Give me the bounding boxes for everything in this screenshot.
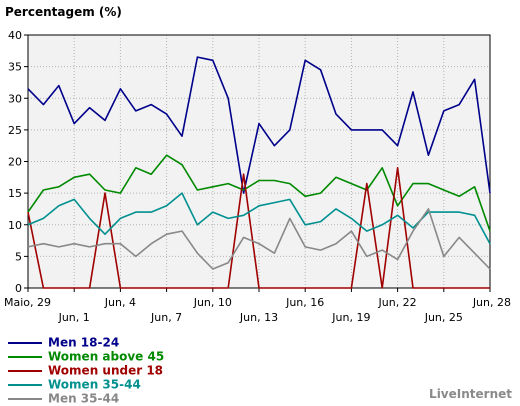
y-tick-label: 10 (8, 219, 22, 232)
legend-item: Men 18-24 (8, 335, 164, 350)
x-tick-label: Jun, 16 (285, 296, 324, 309)
series-line-men-18-24 (27, 56, 491, 194)
legend-item: Women above 45 (8, 349, 165, 364)
x-tick-label: Maio, 29 (4, 296, 51, 309)
x-tick-label: Jun, 13 (239, 311, 278, 324)
x-tick-label: Jun, 25 (424, 311, 463, 324)
x-tick-label: Jun, 19 (331, 311, 370, 324)
legend-label: Men 35-44 (48, 391, 120, 406)
y-tick-label: 0 (15, 282, 22, 295)
x-tick-label: Jun, 4 (104, 296, 136, 309)
y-tick-label: 25 (8, 124, 22, 137)
legend-item: Women under 18 (8, 363, 164, 378)
chart-title: Percentagem (%) (5, 5, 122, 19)
chart-legend: Men 18-24 Women above 45 Women under 18 Wom… (8, 335, 165, 406)
x-tick-label: Jun, 22 (378, 296, 417, 309)
legend-label: Women above 45 (48, 349, 165, 364)
legend-swatch (8, 383, 42, 386)
legend-swatch (8, 397, 42, 400)
brand-label: LiveInternet (429, 387, 512, 401)
y-tick-label: 5 (15, 250, 22, 263)
legend-swatch (8, 369, 42, 372)
series-line-men-35-44 (27, 208, 491, 270)
legend-item: Women 35-44 (8, 377, 164, 392)
x-tick-label: Jun, 10 (193, 296, 232, 309)
x-tick-label: Jun, 28 (472, 296, 511, 309)
legend-label: Men 18-24 (48, 335, 120, 350)
y-tick-label: 40 (8, 29, 22, 42)
x-tick-label: Jun, 1 (58, 311, 90, 324)
legend-item: Men 35-44 (8, 391, 164, 406)
legend-swatch (8, 341, 42, 344)
x-tick-label: Jun, 7 (150, 311, 182, 324)
series-line-women-under-18 (27, 167, 490, 289)
legend-swatch (8, 355, 42, 358)
line-chart: Percentagem (%) 0 5 10 15 20 25 30 35 40 Maio, 2… (4, 5, 511, 324)
y-tick-label: 30 (8, 92, 22, 105)
y-tick-label: 15 (8, 187, 22, 200)
legend-label: Women 35-44 (48, 377, 141, 392)
series-line-women-35-44 (27, 192, 491, 245)
y-tick-label: 20 (8, 156, 22, 169)
y-tick-label: 35 (8, 61, 22, 74)
legend-label: Women under 18 (48, 363, 164, 378)
series-line-women-above-45 (27, 154, 491, 232)
